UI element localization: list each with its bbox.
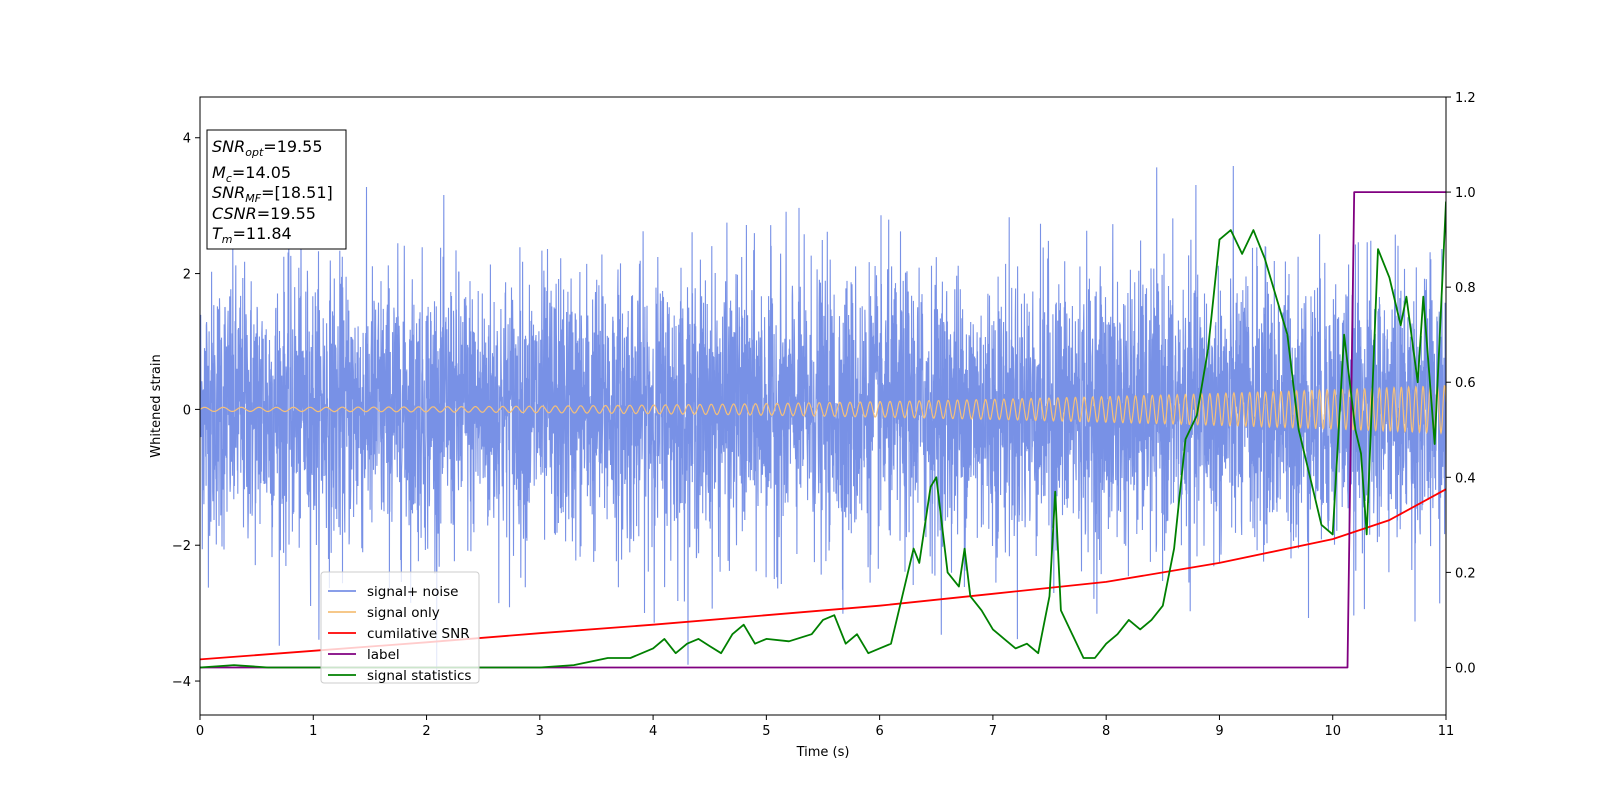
signal-only-line: [200, 384, 1446, 435]
y-left-tick-label: 4: [183, 132, 191, 147]
x-tick-label: 4: [649, 724, 657, 739]
legend-label: signal statistics: [367, 668, 471, 684]
legend: signal+ noise signal only cumilative SNR la…: [320, 571, 480, 684]
x-tick-label: 7: [989, 724, 997, 739]
legend-label: cumilative SNR: [367, 626, 470, 642]
y-left-tick-label: 2: [183, 268, 191, 283]
legend-label: signal+ noise: [367, 584, 458, 600]
annotation-snr-mf: SNRMF=[18.51]: [212, 183, 333, 205]
annotation-snr-opt: SNRopt=19.55: [212, 137, 323, 159]
x-tick-label: 1: [309, 724, 317, 739]
legend-label: label: [367, 647, 400, 663]
legend-label: signal only: [367, 605, 440, 621]
x-tick-label: 9: [1215, 724, 1223, 739]
x-axis-label: Time (s): [796, 745, 850, 760]
x-tick-label: 2: [422, 724, 430, 739]
x-tick-label: 6: [875, 724, 883, 739]
y-right-tick-label: 0.2: [1455, 566, 1476, 581]
annotation-mc: Mc=14.05: [212, 163, 291, 185]
y-right-tick-label: 0.0: [1455, 661, 1476, 676]
y-left-tick-label: −2: [172, 539, 191, 554]
label-line: [200, 191, 1446, 669]
annotation-csnr: CSNR=19.55: [212, 204, 316, 223]
y-right-axis-ticks: 1.2 1.0 0.8 0.6 0.4 0.2 0.0: [1446, 91, 1476, 676]
x-tick-label: 5: [762, 724, 770, 739]
x-tick-label: 0: [196, 724, 204, 739]
y-left-axis-ticks: 4 2 0 −2 −4: [172, 132, 200, 690]
y-right-tick-label: 0.8: [1455, 281, 1476, 296]
plot-frame: [199, 96, 1447, 716]
x-tick-label: 11: [1438, 724, 1455, 739]
y-right-tick-label: 0.4: [1455, 471, 1476, 486]
x-tick-label: 8: [1102, 724, 1110, 739]
signal-statistics-line: [200, 201, 1446, 669]
y-left-tick-label: −4: [172, 675, 191, 690]
y-axis-label: Whitened strain: [149, 354, 164, 457]
x-tick-label: 3: [536, 724, 544, 739]
y-right-tick-label: 0.6: [1455, 376, 1476, 391]
annotation-box: SNRopt=19.55 Mc=14.05 SNRMF=[18.51] CSNR…: [206, 129, 347, 250]
series-label: [200, 191, 1446, 669]
series-signal-statistics: [200, 201, 1446, 669]
y-left-tick-label: 0: [183, 403, 191, 418]
x-axis-ticks: 0 1 2 3 4 5 6 7 8 9 10 11: [196, 715, 1454, 739]
annotation-tm: Tm=11.84: [212, 224, 292, 246]
x-tick-label: 10: [1324, 724, 1341, 739]
y-right-tick-label: 1.2: [1455, 91, 1476, 106]
y-right-tick-label: 1.0: [1455, 186, 1476, 201]
series-signal-only: [200, 384, 1446, 435]
